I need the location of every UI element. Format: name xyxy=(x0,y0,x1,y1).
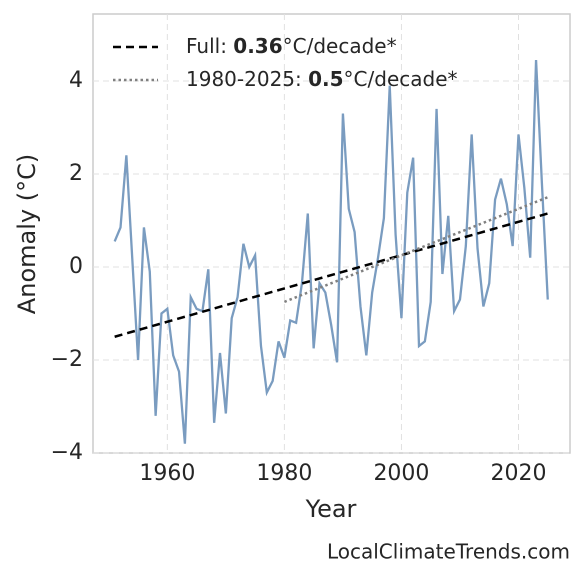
x-tick-label: 1960 xyxy=(139,461,195,486)
plot-area xyxy=(92,13,571,454)
legend-text-part: 1980-2025: xyxy=(186,67,308,91)
legend-label: 1980-2025: 0.5°C/decade* xyxy=(186,67,458,91)
x-tick-label: 1980 xyxy=(256,461,312,486)
legend-text-part: 0.36 xyxy=(233,34,282,58)
y-tick-label: 4 xyxy=(69,68,83,93)
series-line xyxy=(114,212,549,338)
legend-text-part: Full: xyxy=(186,34,233,58)
legend-label: Full: 0.36°C/decade* xyxy=(186,34,397,58)
y-tick-label: −4 xyxy=(51,440,83,465)
x-tick-label: 2020 xyxy=(490,461,546,486)
y-axis-label: Anomaly (°C) xyxy=(13,154,41,314)
x-tick-label: 2000 xyxy=(373,461,429,486)
series-line xyxy=(113,59,549,444)
y-tick-label: −2 xyxy=(51,347,83,372)
x-axis-label: Year xyxy=(305,495,357,523)
y-tick-label: 0 xyxy=(69,254,83,279)
legend-text-part: °C/decade* xyxy=(283,34,397,58)
legend-text-part: °C/decade* xyxy=(344,67,458,91)
source: LocalClimateTrends.com xyxy=(327,540,570,564)
y-tick-label: 2 xyxy=(69,161,83,186)
legend-text-part: 0.5 xyxy=(308,67,343,91)
